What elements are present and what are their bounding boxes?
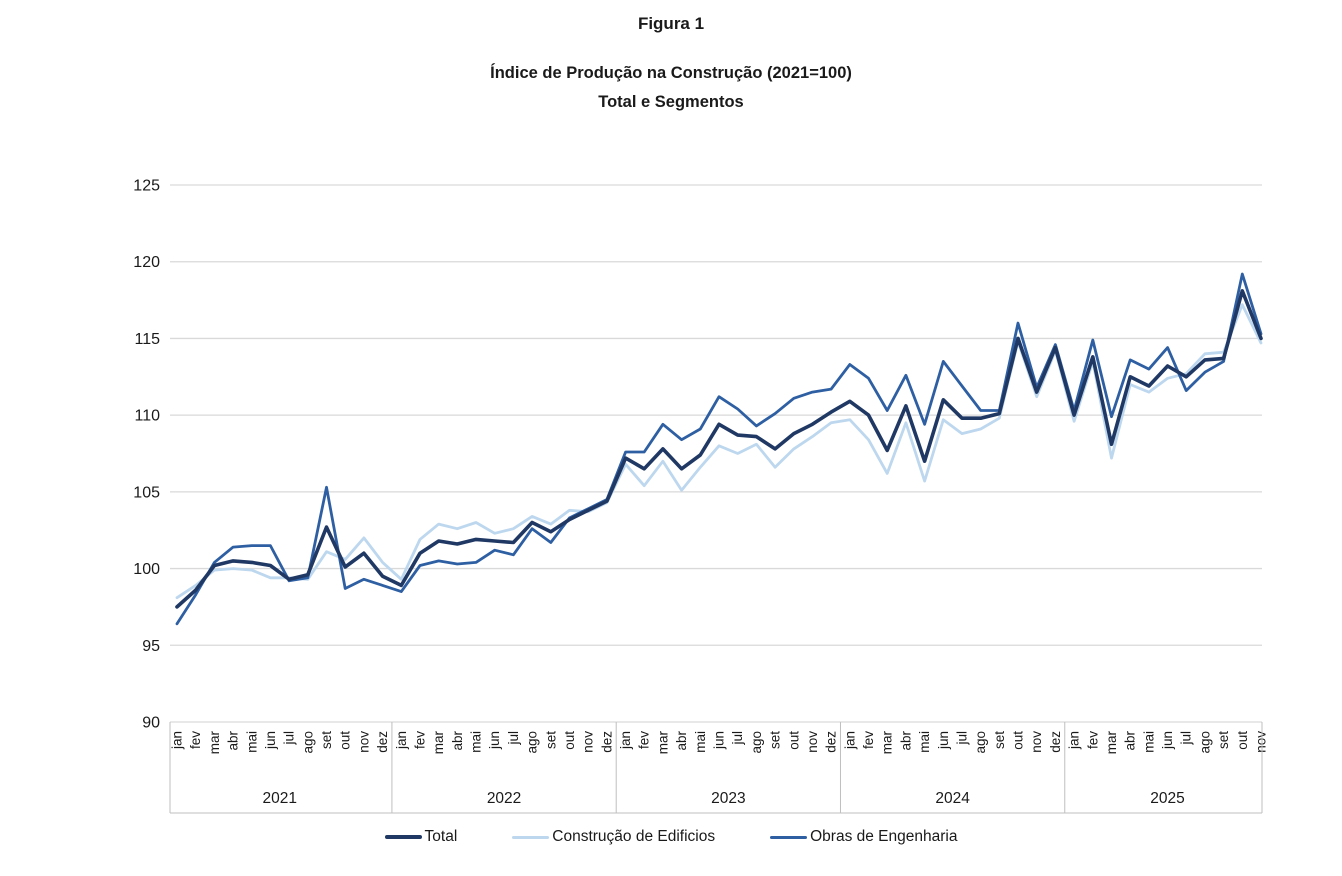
x-axis-year-label: 2023 xyxy=(711,790,745,807)
x-axis-month-label: jan xyxy=(618,731,633,750)
legend-swatch xyxy=(512,835,550,839)
x-axis-year-label: 2024 xyxy=(935,790,970,807)
legend-item-constru-o-de-edificios: Construção de Edificios xyxy=(512,828,715,846)
x-axis-month-label: jun xyxy=(263,731,278,750)
legend-item-obras-de-engenharia: Obras de Engenharia xyxy=(770,828,957,846)
legend-label: Construção de Edificios xyxy=(552,828,716,845)
x-axis-month-label: mai xyxy=(1141,731,1156,753)
x-axis-month-label: nov xyxy=(1029,731,1044,753)
x-axis-month-label: mai xyxy=(244,731,259,753)
x-axis-month-label: set xyxy=(319,731,334,749)
x-axis-month-label: abr xyxy=(674,730,689,750)
x-axis-month-label: fev xyxy=(412,731,427,749)
x-axis-month-label: ago xyxy=(749,731,764,754)
x-axis-month-label: abr xyxy=(450,730,465,750)
x-axis-month-label: nov xyxy=(356,731,371,753)
x-axis-month-label: set xyxy=(543,731,558,749)
x-axis-month-label: nov xyxy=(1254,731,1269,753)
x-axis-month-label: ago xyxy=(300,731,315,754)
x-axis-month-label: jun xyxy=(487,731,502,750)
legend-label: Total xyxy=(424,828,458,845)
x-axis-month-label: ago xyxy=(973,731,988,754)
figure-label: Figura 1 xyxy=(637,14,705,33)
x-axis-month-label: set xyxy=(1216,731,1231,749)
x-axis-month-label: jun xyxy=(936,731,951,750)
x-axis-month-label: jan xyxy=(1067,731,1082,750)
x-axis-month-label: abr xyxy=(1123,730,1138,750)
x-axis-month-label: dez xyxy=(375,731,390,753)
x-axis-month-label: mar xyxy=(1104,730,1119,754)
x-axis-month-label: mai xyxy=(469,731,484,753)
x-axis-month-label: mai xyxy=(693,731,708,753)
x-axis-month-label: jan xyxy=(394,731,409,750)
x-axis-year-label: 2022 xyxy=(487,790,521,807)
y-axis-label: 95 xyxy=(142,638,160,655)
x-axis-month-label: jul xyxy=(1179,731,1194,746)
chart-title: Índice de Produção na Construção (2021=1… xyxy=(490,64,852,82)
x-axis-month-label: ago xyxy=(525,731,540,754)
x-axis-month-label: mai xyxy=(917,731,932,753)
legend-swatch xyxy=(770,835,808,839)
x-axis-year-label: 2025 xyxy=(1150,790,1184,807)
y-axis-label: 110 xyxy=(134,408,160,425)
series-line-obras-de-engenharia xyxy=(175,272,1263,626)
x-axis-month-label: nov xyxy=(581,731,596,753)
title-block: Figura 1 Índice de Produção na Construçã… xyxy=(0,14,1342,112)
x-axis-month-label: ago xyxy=(1197,731,1212,754)
x-axis-month-label: mar xyxy=(880,730,895,754)
x-axis-month-label: abr xyxy=(898,730,913,750)
x-axis-month-label: jun xyxy=(1160,731,1175,750)
x-axis-month-label: mar xyxy=(207,730,222,754)
x-axis-month-label: jul xyxy=(730,731,745,746)
chart-legend: Total Construção de Edificios Obras de Eng… xyxy=(0,828,1342,846)
x-axis-month-label: fev xyxy=(1085,731,1100,749)
x-axis-month-label: out xyxy=(562,731,577,750)
x-axis-month-label: out xyxy=(1011,731,1026,750)
x-axis-month-label: jul xyxy=(282,731,297,746)
y-axis-label: 125 xyxy=(133,178,160,195)
legend-label: Obras de Engenharia xyxy=(810,828,958,845)
x-axis-year-label: 2021 xyxy=(263,790,297,807)
y-axis-label: 105 xyxy=(133,484,160,501)
x-axis-month-label: nov xyxy=(805,731,820,753)
y-axis-label: 120 xyxy=(133,254,160,271)
x-axis-month-label: out xyxy=(786,731,801,750)
x-axis-month-label: jun xyxy=(712,731,727,750)
y-axis-label: 90 xyxy=(142,715,160,732)
x-axis-month-label: dez xyxy=(1048,731,1063,753)
y-axis-label: 115 xyxy=(134,331,160,348)
x-axis-month-label: mar xyxy=(431,730,446,754)
x-axis-month-label: jul xyxy=(506,731,521,746)
x-axis-month-label: jan xyxy=(170,731,185,750)
legend-item-total: Total xyxy=(384,828,458,846)
series-line-total xyxy=(175,289,1263,609)
chart-subtitle: Total e Segmentos xyxy=(598,93,744,111)
x-axis-month-label: set xyxy=(992,731,1007,749)
x-axis-month-label: fev xyxy=(637,731,652,749)
x-axis-month-label: jan xyxy=(842,731,857,750)
y-axis-label: 100 xyxy=(133,561,160,578)
x-axis-month-label: jul xyxy=(954,731,969,746)
x-axis-month-label: out xyxy=(338,731,353,750)
x-axis-month-label: dez xyxy=(824,731,839,753)
x-axis-month-label: dez xyxy=(599,731,614,753)
x-axis-month-label: mar xyxy=(655,730,670,754)
x-axis-month-label: out xyxy=(1235,731,1250,750)
x-axis-month-label: fev xyxy=(188,731,203,749)
legend-swatch xyxy=(384,835,422,839)
x-axis-month-label: abr xyxy=(226,730,241,750)
x-axis-month-label: fev xyxy=(861,731,876,749)
x-axis-month-label: set xyxy=(768,731,783,749)
